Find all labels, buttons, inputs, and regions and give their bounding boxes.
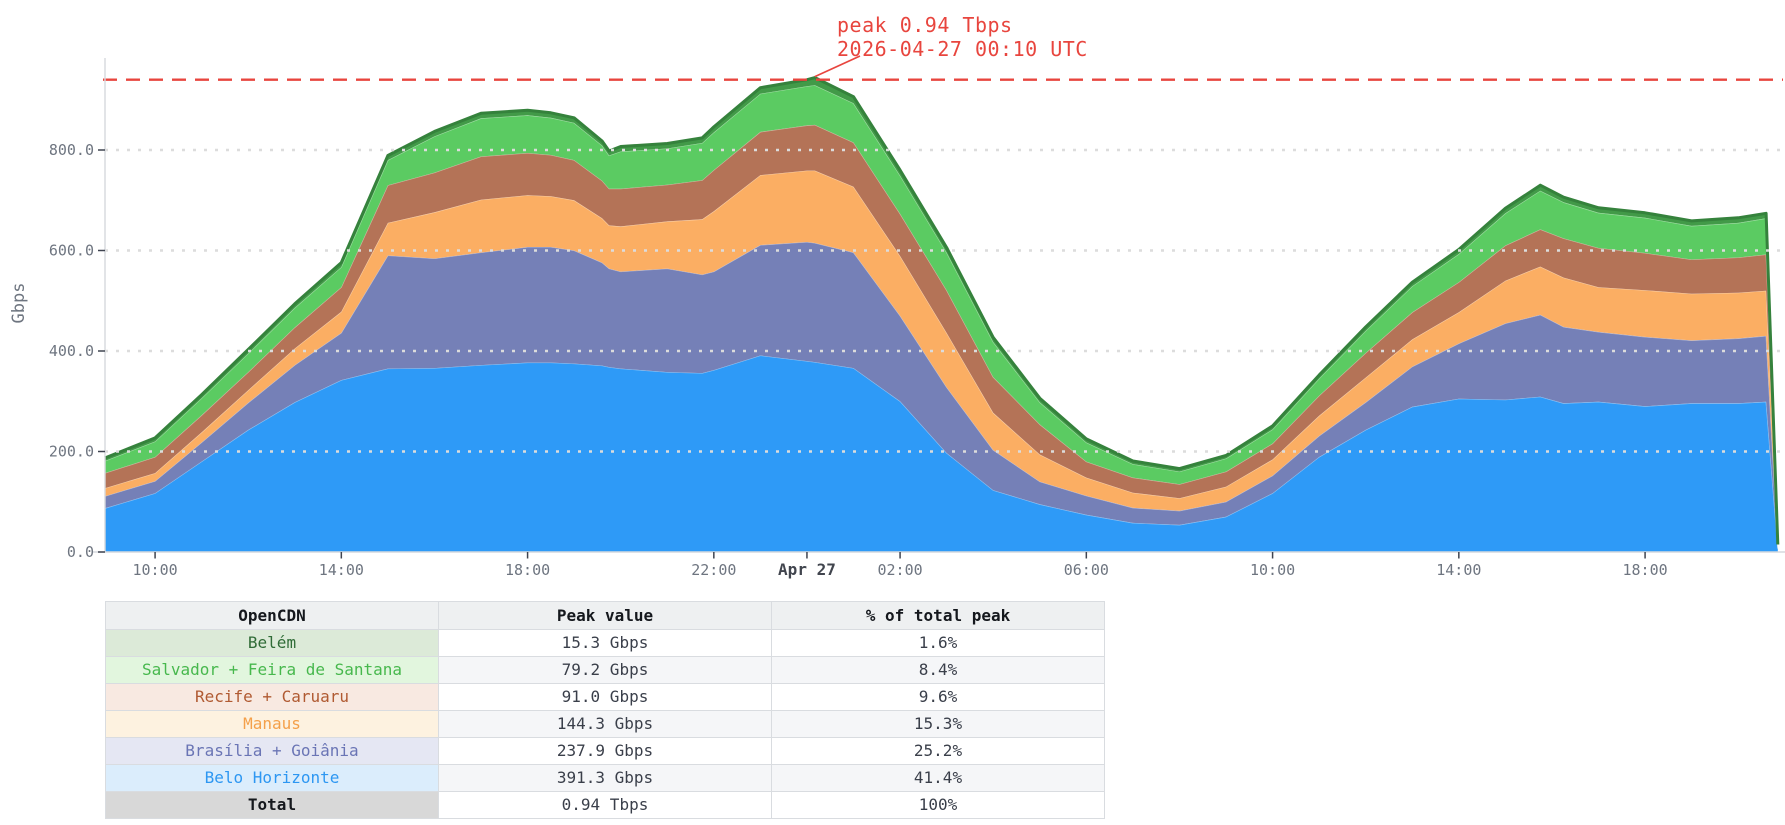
table-row-total: Total 0.94 Tbps 100% <box>105 791 1105 819</box>
pct-of-total-cell: 8.4% <box>771 656 1105 684</box>
table-row-salvador-feira-de-santana: Salvador + Feira de Santana 79.2 Gbps 8.4% <box>105 656 1105 684</box>
region-name-cell: Recife + Caruaru <box>105 683 439 711</box>
area-edge-bel-m <box>104 76 1780 545</box>
peak-table-header: OpenCDN Peak value % of total peak <box>105 601 1105 630</box>
col-header-peak-value: Peak value <box>438 601 772 630</box>
region-name-cell: Manaus <box>105 710 439 738</box>
region-name-cell: Total <box>105 791 439 819</box>
stacked-area-bras-lia-goi-nia <box>104 242 1778 549</box>
pct-of-total-cell: 41.4% <box>771 764 1105 792</box>
pct-of-total-cell: 1.6% <box>771 629 1105 657</box>
traffic-chart: peak 0.94 Tbps 2026-04-27 00:10 UTC 0.0 200… <box>9 13 1785 579</box>
x-tick-label-14-00: 14:00 <box>1436 561 1481 579</box>
table-row-belo-horizonte: Belo Horizonte 391.3 Gbps 41.4% <box>105 764 1105 792</box>
peak-value-cell: 237.9 Gbps <box>438 737 772 765</box>
peak-annotation-leader <box>814 55 861 78</box>
pct-of-total-cell: 9.6% <box>771 683 1105 711</box>
peak-annotation-value: peak 0.94 Tbps <box>837 13 1013 37</box>
stacked-area-belo-horizonte <box>104 355 1778 552</box>
table-row-bel-m: Belém 15.3 Gbps 1.6% <box>105 629 1105 657</box>
peak-table-body: Belém 15.3 Gbps 1.6% Salvador + Feira de Sa… <box>105 629 1105 819</box>
table-row-recife-caruaru: Recife + Caruaru 91.0 Gbps 9.6% <box>105 683 1105 711</box>
peak-value-cell: 15.3 Gbps <box>438 629 772 657</box>
pct-of-total-cell: 15.3% <box>771 710 1105 738</box>
y-axis-title: Gbps <box>9 283 29 324</box>
peak-value-cell: 391.3 Gbps <box>438 764 772 792</box>
x-tick-label-18-00: 18:00 <box>1623 561 1668 579</box>
pct-of-total-cell: 25.2% <box>771 737 1105 765</box>
peak-value-cell: 79.2 Gbps <box>438 656 772 684</box>
y-tick-label-200: 200.0 <box>49 443 94 461</box>
x-tick-label-Apr-27: Apr 27 <box>778 560 836 579</box>
x-tick-label-22-00: 22:00 <box>691 561 736 579</box>
y-tick-label-0: 0.0 <box>67 543 94 561</box>
peak-value-cell: 0.94 Tbps <box>438 791 772 819</box>
pct-of-total-cell: 100% <box>771 791 1105 819</box>
table-row-manaus: Manaus 144.3 Gbps 15.3% <box>105 710 1105 738</box>
x-tick-label-14-00: 14:00 <box>319 561 364 579</box>
region-name-cell: Belém <box>105 629 439 657</box>
region-name-cell: Belo Horizonte <box>105 764 439 792</box>
table-row-bras-lia-goi-nia: Brasília + Goiânia 237.9 Gbps 25.2% <box>105 737 1105 765</box>
peak-table: OpenCDN Peak value % of total peak Belém… <box>105 601 1105 819</box>
region-name-cell: Salvador + Feira de Santana <box>105 656 439 684</box>
x-tick-label-02-00: 02:00 <box>878 561 923 579</box>
peak-value-cell: 144.3 Gbps <box>438 710 772 738</box>
y-tick-label-600: 600.0 <box>49 242 94 260</box>
x-tick-label-06-00: 06:00 <box>1064 561 1109 579</box>
x-tick-label-10-00: 10:00 <box>133 561 178 579</box>
x-tick-label-18-00: 18:00 <box>505 561 550 579</box>
region-name-cell: Brasília + Goiânia <box>105 737 439 765</box>
col-header-pct-total-peak: % of total peak <box>771 601 1105 630</box>
x-tick-label-10-00: 10:00 <box>1250 561 1295 579</box>
col-header-opencdn: OpenCDN <box>105 601 439 630</box>
peak-annotation-timestamp: 2026-04-27 00:10 UTC <box>837 37 1088 61</box>
area-edge-salvador-feira-de-santana <box>104 84 1779 546</box>
y-tick-label-800: 800.0 <box>49 141 94 159</box>
peak-value-cell: 91.0 Gbps <box>438 683 772 711</box>
stacked-area-manaus <box>104 170 1778 548</box>
y-tick-label-400: 400.0 <box>49 342 94 360</box>
